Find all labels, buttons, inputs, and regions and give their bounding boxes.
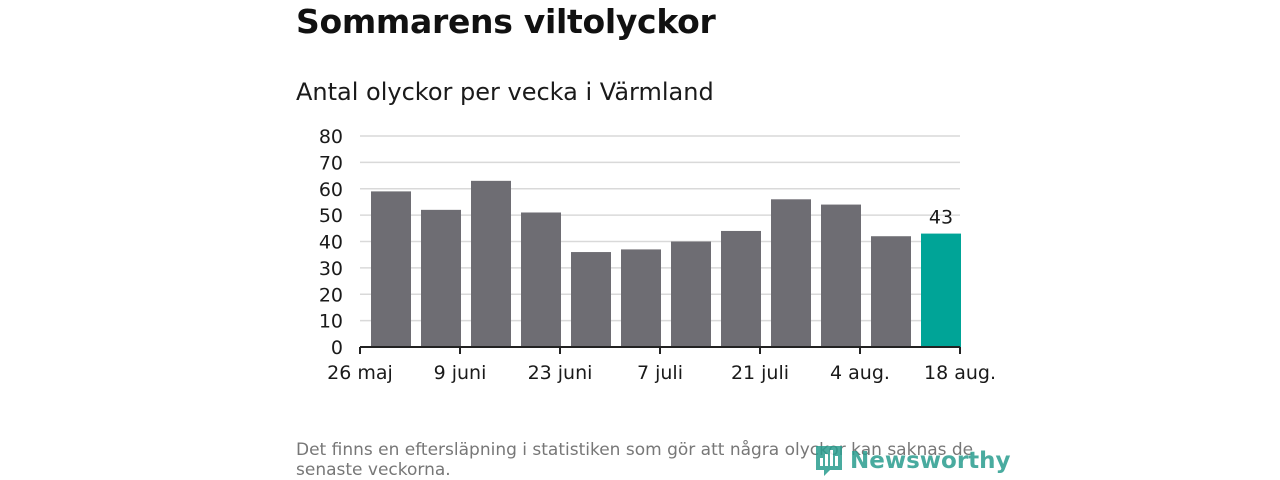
y-tick-label: 50 [319,205,343,227]
bar [521,212,561,347]
x-tick-label: 7 juli [637,362,683,384]
footnote: Det finns en eftersläpning i statistiken… [296,440,974,480]
bar [671,241,711,347]
y-tick-label: 40 [319,232,343,254]
bar [871,236,911,347]
y-tick-label: 20 [319,284,343,306]
bar [771,199,811,347]
bar [721,230,761,347]
y-tick-label: 80 [319,126,343,148]
bar [421,209,461,347]
x-tick-label: 18 aug. [924,362,996,384]
bar [621,249,661,347]
highlight-bar [921,233,961,347]
bar [571,252,611,347]
x-tick-label: 21 juli [731,362,789,384]
y-tick-label: 70 [319,152,343,174]
x-tick-label: 9 juni [434,362,487,384]
bar [471,180,511,347]
brand-name: Newsworthy [850,448,1011,474]
data-label: 43 [929,207,953,229]
chart-subtitle: Antal olyckor per vecka i Värmland [296,78,714,106]
y-tick-label: 10 [319,311,343,333]
x-tick-label: 4 aug. [830,362,890,384]
y-tick-label: 0 [331,337,343,359]
bar [821,204,861,347]
y-tick-label: 30 [319,258,343,280]
brand-logo: Newsworthy [814,444,1011,478]
y-tick-label: 60 [319,179,343,201]
chart-title: Sommarens viltolyckor [296,2,716,41]
x-tick-label: 23 juni [528,362,593,384]
newsworthy-logo-icon [816,446,842,476]
bar [371,191,411,347]
x-tick-label: 26 maj [327,362,393,384]
